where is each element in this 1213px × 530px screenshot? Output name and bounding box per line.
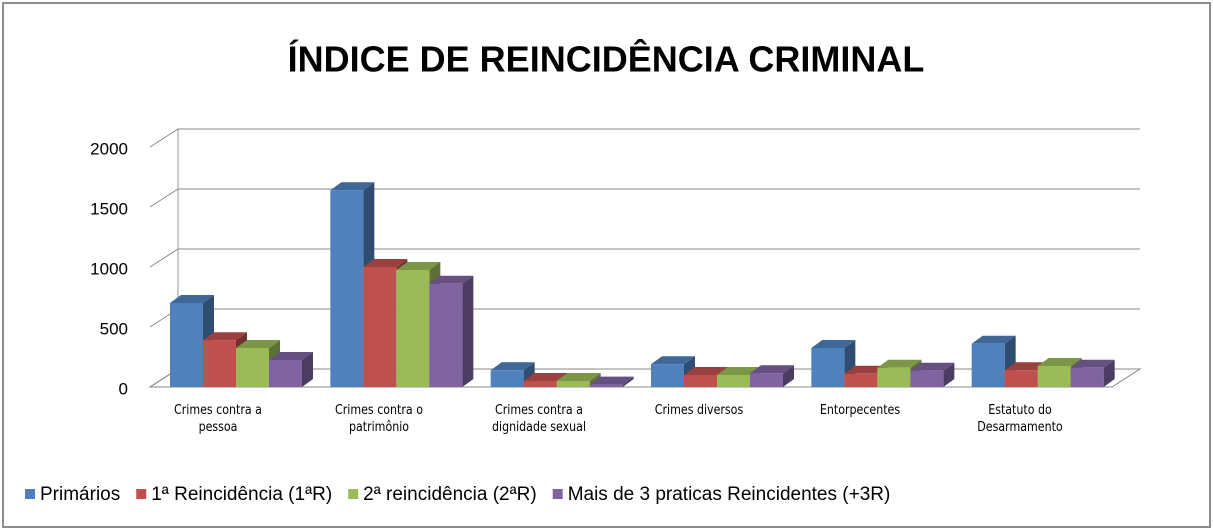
bar-top <box>1037 358 1082 366</box>
grid-line <box>149 248 1140 268</box>
chart-title: ÍNDICE DE REINCIDÊNCIA CRIMINAL <box>288 38 925 80</box>
bar <box>717 367 761 387</box>
legend-label: Mais de 3 praticas Reincidentes (+3R) <box>568 484 891 505</box>
legend-label: 1ª Reincidência (1ªR) <box>151 484 332 505</box>
bar-front <box>1004 370 1038 387</box>
bar-top <box>651 356 695 365</box>
bar-front <box>490 370 524 387</box>
bar-top <box>396 262 441 270</box>
y-tick-label: 1500 <box>90 199 128 218</box>
bar-front <box>429 283 463 387</box>
bar-front <box>684 375 717 387</box>
bar-front <box>170 303 203 387</box>
bar-side <box>302 352 313 387</box>
bar-front <box>1037 366 1071 387</box>
bar-front <box>556 381 590 387</box>
bar <box>750 365 794 387</box>
bar-side <box>1103 359 1115 387</box>
x-tick-label: Crimes diversos <box>654 403 744 418</box>
x-tick-label: Estatuto do Desarmamento <box>977 403 1063 435</box>
y-tick-label: 500 <box>100 319 128 338</box>
bar-front <box>811 348 845 387</box>
bar <box>429 275 474 387</box>
bar-top <box>750 365 794 374</box>
bar-top <box>269 352 313 360</box>
bar-top <box>330 182 375 191</box>
bar-top <box>717 367 761 375</box>
bar-front <box>844 373 878 387</box>
bar <box>1070 359 1115 387</box>
grid-line <box>149 188 1140 208</box>
bar-top <box>203 332 247 341</box>
bar-top <box>910 362 955 371</box>
grid-line <box>149 128 1140 148</box>
bar-front <box>750 373 783 387</box>
bar-top <box>429 275 474 284</box>
bar-top <box>363 259 408 267</box>
bar <box>269 352 313 387</box>
bar-side <box>943 362 955 387</box>
bar-top <box>170 295 214 303</box>
bar-top <box>811 340 856 348</box>
bar-front <box>269 360 302 387</box>
bar-front <box>523 381 557 387</box>
legend-swatch <box>136 489 147 499</box>
bar-top <box>877 359 922 368</box>
x-tick-label: Crimes contra a pessoa <box>174 403 263 435</box>
bar-top <box>1070 359 1115 368</box>
y-tick-label: 0 <box>119 379 128 398</box>
y-tick-label: 2000 <box>90 139 128 158</box>
legend-label: 2ª reincidência (2ªR) <box>363 484 537 505</box>
bar-top <box>523 373 568 381</box>
bar-top <box>684 367 728 375</box>
y-tick-label: 1000 <box>90 259 128 278</box>
bar <box>910 362 955 387</box>
bar-front <box>363 267 397 387</box>
bar-top <box>971 335 1016 344</box>
x-tick-label: Crimes contra a dignidade sexual <box>491 403 586 435</box>
bar-front <box>877 367 911 387</box>
legend-swatch <box>25 489 35 499</box>
bar-side <box>622 376 634 387</box>
bar <box>589 376 634 387</box>
bar-top <box>236 340 280 348</box>
bar-side <box>462 275 474 387</box>
x-tick-label: Entorpecentes <box>819 403 900 418</box>
legend-swatch <box>348 489 359 499</box>
bar-front <box>589 384 623 387</box>
bar-front <box>396 270 430 387</box>
bar-top <box>490 362 535 371</box>
x-tick-label: Crimes contra o patrimônio <box>334 403 423 435</box>
bar-front <box>203 340 236 387</box>
legend-label: Primários <box>40 484 120 505</box>
legend-swatch <box>552 489 563 499</box>
bar-front <box>330 190 364 387</box>
bar-front <box>910 370 944 387</box>
bar-top <box>556 373 601 381</box>
bar-front <box>971 343 1005 387</box>
bar-front <box>651 364 684 387</box>
bar-front <box>236 348 269 387</box>
bar <box>490 362 535 387</box>
bar-side <box>783 365 794 387</box>
bar-top <box>589 376 634 385</box>
bar-front <box>1070 367 1104 387</box>
bar-front <box>717 375 750 387</box>
